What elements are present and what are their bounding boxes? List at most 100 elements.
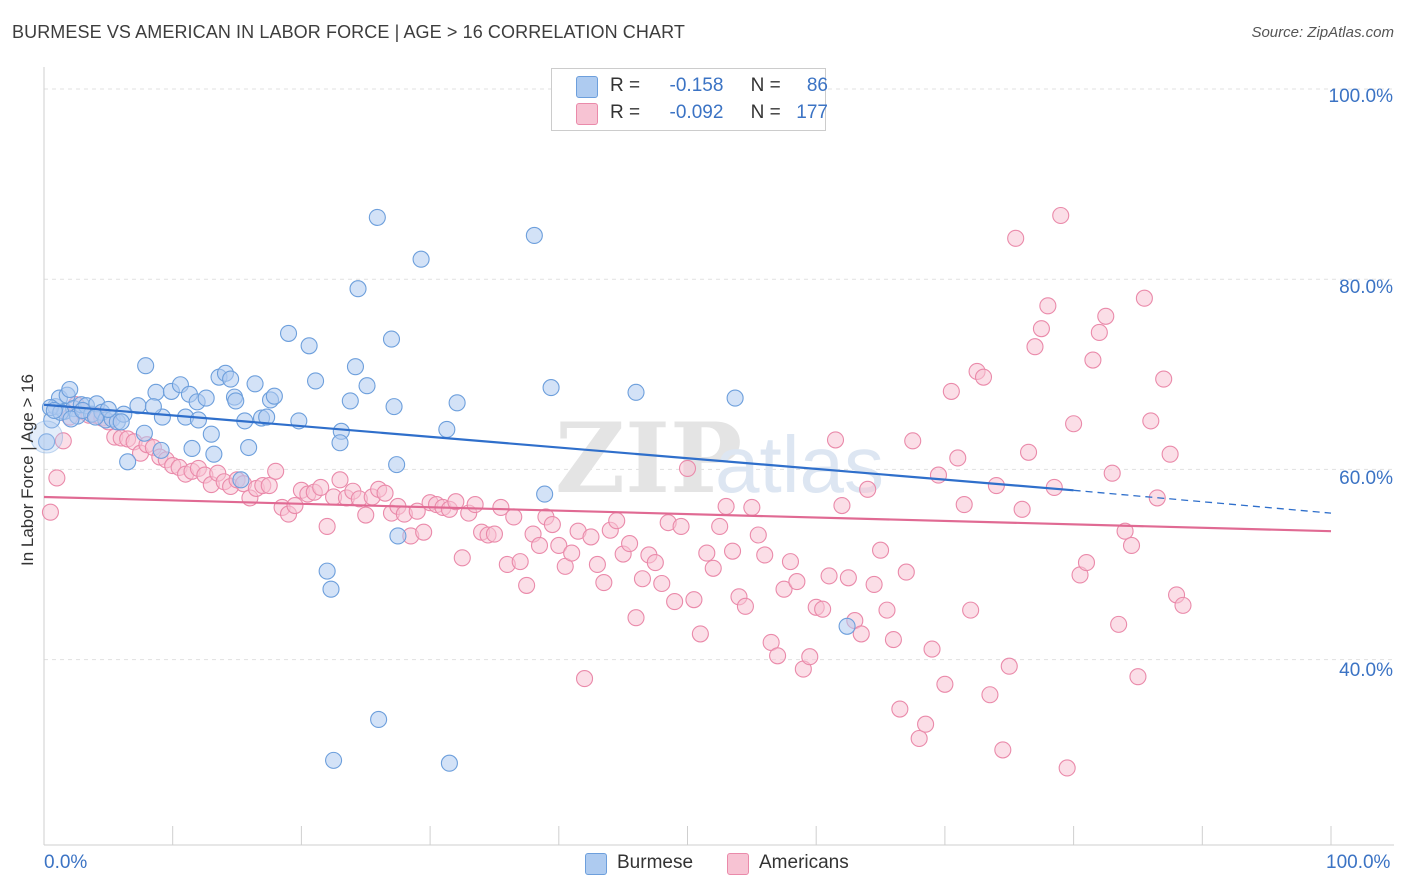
- american-point: [865, 575, 883, 593]
- american-point: [357, 506, 375, 524]
- watermark-zip: ZIP: [555, 402, 742, 515]
- american-point: [949, 449, 967, 467]
- legend-r-value: -0.092: [669, 102, 724, 123]
- american-point: [923, 640, 941, 658]
- american-point: [595, 573, 613, 592]
- american-point: [518, 576, 536, 594]
- y-tick-label: 100.0%: [1328, 86, 1393, 107]
- american-point: [891, 700, 909, 718]
- burmese-point: [412, 250, 430, 268]
- american-point: [917, 715, 935, 733]
- burmese-point: [300, 337, 318, 355]
- burmese-trend-line: [43, 403, 1074, 492]
- legend-r-label: R =: [610, 102, 641, 123]
- burmese-point: [147, 383, 165, 401]
- american-point: [54, 432, 72, 450]
- american-point: [852, 625, 870, 643]
- american-point: [839, 569, 857, 587]
- american-point: [1013, 500, 1031, 518]
- americans-swatch: [576, 103, 598, 125]
- american-point: [981, 686, 999, 704]
- burmese-point: [358, 377, 376, 395]
- legend-n-value: 86: [806, 75, 828, 96]
- burmese-point: [331, 434, 349, 452]
- burmese-point: [346, 358, 365, 376]
- american-point: [820, 567, 838, 585]
- american-point: [1110, 615, 1128, 633]
- burmese-point: [382, 330, 401, 348]
- x-tick-label: 100.0%: [1326, 852, 1391, 873]
- american-point: [878, 601, 896, 619]
- burmese-point: [279, 324, 298, 342]
- chart-source: Source: ZipAtlas.com: [1251, 24, 1394, 41]
- burmese-point: [227, 392, 245, 410]
- american-point: [575, 670, 594, 688]
- burmese-point: [726, 389, 744, 407]
- burmese-swatch: [585, 853, 607, 875]
- american-point: [691, 625, 709, 643]
- american-point: [994, 741, 1012, 759]
- american-point: [511, 553, 529, 571]
- american-point: [543, 515, 561, 534]
- american-point: [1116, 522, 1134, 540]
- x-tick-label: 0.0%: [44, 852, 88, 873]
- burmese-point: [183, 439, 201, 458]
- american-point: [801, 648, 819, 666]
- american-point: [1020, 443, 1038, 461]
- american-point: [1174, 596, 1192, 614]
- american-point: [1077, 554, 1096, 572]
- american-point: [1058, 759, 1076, 777]
- american-point: [318, 517, 336, 535]
- american-point: [331, 471, 349, 489]
- burmese-point: [325, 751, 343, 769]
- bottom-legend-label: Burmese: [617, 852, 694, 873]
- american-point: [814, 600, 832, 618]
- burmese-point: [368, 208, 386, 226]
- burmese-point: [222, 370, 240, 388]
- american-point: [466, 496, 484, 514]
- american-point: [1090, 323, 1108, 342]
- burmese-point: [152, 441, 170, 459]
- american-point: [267, 462, 285, 480]
- burmese-point: [135, 424, 153, 442]
- american-point: [942, 382, 960, 400]
- american-point: [1052, 206, 1070, 225]
- burmese-point: [389, 527, 407, 545]
- chart-title: BURMESE VS AMERICAN IN LABOR FORCE | AGE…: [12, 22, 685, 42]
- american-point: [588, 555, 606, 574]
- burmese-point: [112, 413, 130, 431]
- burmese-point: [627, 383, 645, 401]
- american-point: [910, 729, 928, 748]
- american-point: [505, 508, 523, 526]
- legend-r-label: R =: [610, 75, 641, 96]
- american-point: [826, 431, 845, 449]
- y-axis-label: In Labor Force | Age > 16: [18, 373, 37, 567]
- american-point: [666, 593, 684, 611]
- american-point: [1097, 307, 1115, 325]
- american-point: [685, 591, 703, 609]
- american-point: [1039, 297, 1057, 315]
- burmese-point: [246, 375, 264, 393]
- american-point: [376, 484, 394, 502]
- burmese-point: [144, 398, 162, 416]
- burmese-trend-extension: [1073, 489, 1332, 514]
- burmese-point: [349, 280, 367, 298]
- american-point: [41, 503, 59, 521]
- american-point: [1135, 289, 1153, 307]
- american-point: [884, 631, 902, 649]
- american-point: [955, 496, 973, 514]
- american-point: [1084, 351, 1102, 369]
- y-tick-label: 60.0%: [1339, 468, 1393, 489]
- american-point: [936, 675, 954, 693]
- american-point: [717, 497, 735, 516]
- american-point: [788, 573, 806, 591]
- legend-n-label: N =: [750, 102, 781, 123]
- american-point: [962, 601, 980, 619]
- burmese-point: [30, 420, 64, 454]
- american-point: [48, 469, 66, 487]
- legend-n-label: N =: [750, 75, 781, 96]
- burmese-point: [388, 456, 406, 474]
- american-point: [621, 535, 639, 553]
- american-point: [633, 570, 652, 588]
